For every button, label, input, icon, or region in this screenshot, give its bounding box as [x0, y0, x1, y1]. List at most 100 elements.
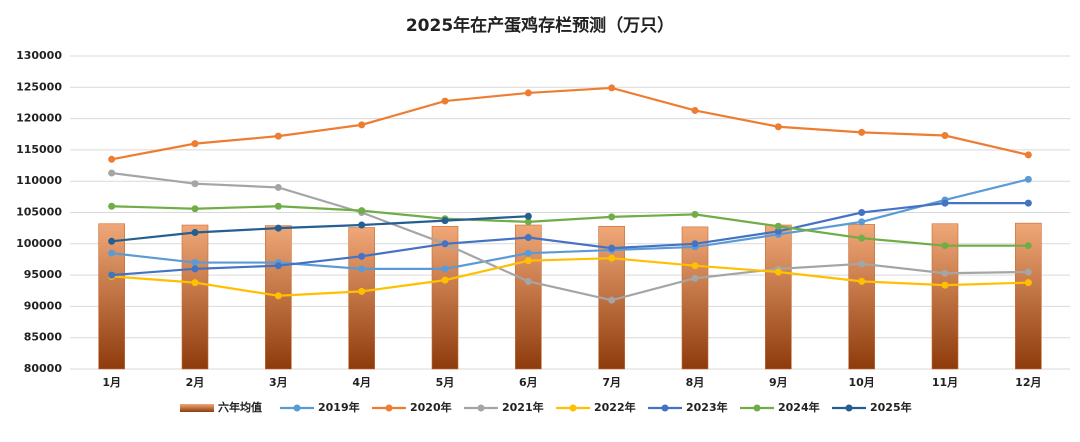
- legend-swatch: [753, 404, 761, 412]
- point: [358, 221, 366, 229]
- legend-label: 2022年: [594, 400, 636, 414]
- point: [441, 265, 449, 273]
- point: [524, 234, 532, 242]
- legend-label: 2021年: [502, 400, 544, 414]
- y-tick-label: 95000: [24, 268, 63, 281]
- point: [774, 123, 782, 131]
- bar: [98, 223, 125, 370]
- y-tick-label: 90000: [24, 299, 63, 312]
- point: [691, 210, 699, 218]
- bar: [515, 224, 542, 370]
- y-tick-label: 100000: [16, 237, 62, 250]
- point: [274, 183, 282, 191]
- point: [358, 252, 366, 260]
- point: [858, 209, 866, 216]
- point: [524, 277, 532, 285]
- bar: [431, 225, 459, 370]
- point: [608, 296, 616, 304]
- line: [111, 215, 529, 243]
- point: [274, 224, 282, 232]
- y-tick-label: 110000: [16, 174, 62, 187]
- x-tick-label: 12月: [1015, 376, 1041, 389]
- point: [358, 287, 366, 295]
- point: [858, 277, 866, 285]
- line: [111, 171, 1029, 302]
- legend-swatch: [385, 404, 393, 412]
- point: [941, 269, 949, 277]
- y-tick-label: 80000: [24, 362, 63, 375]
- point: [441, 217, 449, 225]
- x-tick-label: 11月: [932, 376, 958, 389]
- point: [108, 271, 116, 279]
- y-tick-label: 120000: [16, 112, 62, 125]
- point: [274, 202, 282, 210]
- point: [108, 169, 116, 177]
- bar: [848, 224, 875, 370]
- y-tick-label: 85000: [24, 331, 63, 344]
- point: [191, 265, 199, 273]
- point: [274, 292, 282, 300]
- point: [441, 240, 449, 248]
- legend-swatch: [477, 404, 485, 412]
- point: [108, 249, 116, 257]
- line: [111, 86, 1029, 161]
- legend-swatch: [845, 404, 853, 412]
- point: [108, 202, 116, 210]
- point: [774, 222, 782, 230]
- legend-swatch: [661, 404, 669, 412]
- point: [191, 229, 199, 237]
- x-tick-label: 6月: [519, 376, 538, 389]
- x-tick-label: 7月: [602, 376, 621, 389]
- point: [1024, 242, 1032, 250]
- point: [941, 132, 949, 140]
- legend-label: 2024年: [778, 400, 820, 414]
- point: [358, 121, 366, 129]
- x-tick-label: 2月: [186, 376, 205, 389]
- point: [691, 240, 699, 248]
- point: [441, 276, 449, 284]
- point: [1024, 199, 1032, 207]
- legend-swatch: [293, 404, 301, 412]
- point: [1024, 279, 1032, 287]
- x-tick-label: 1月: [102, 376, 121, 389]
- point: [608, 213, 616, 221]
- point: [108, 155, 116, 163]
- point: [108, 237, 116, 245]
- point: [274, 132, 282, 140]
- point: [524, 218, 532, 226]
- point: [858, 218, 866, 226]
- point: [358, 265, 366, 273]
- y-tick-label: 105000: [16, 206, 62, 219]
- y-tick-label: 130000: [16, 49, 62, 62]
- bar: [681, 226, 709, 370]
- legend-label: 2023年: [686, 400, 728, 414]
- line: [111, 257, 1029, 297]
- point: [191, 279, 199, 287]
- point: [524, 249, 532, 257]
- legend-swatch: [569, 404, 577, 412]
- point: [774, 227, 782, 235]
- legend-label: 2019年: [318, 400, 360, 414]
- point: [358, 207, 366, 215]
- point: [274, 262, 282, 270]
- point: [441, 97, 449, 105]
- line: [111, 205, 1029, 247]
- legend-label: 2020年: [410, 400, 452, 414]
- point: [1024, 151, 1032, 159]
- point: [774, 268, 782, 276]
- point: [941, 199, 949, 207]
- chart-title: 2025年在产蛋鸡存栏预测（万只）: [406, 15, 674, 36]
- x-tick-label: 9月: [769, 376, 788, 389]
- bar: [181, 224, 209, 370]
- point: [858, 260, 866, 268]
- x-tick-label: 8月: [686, 376, 705, 389]
- point: [191, 205, 199, 213]
- point: [191, 140, 199, 148]
- x-tick-label: 3月: [269, 376, 288, 389]
- point: [191, 180, 199, 188]
- point: [1024, 268, 1032, 276]
- point: [691, 262, 699, 270]
- y-tick-label: 115000: [16, 143, 62, 156]
